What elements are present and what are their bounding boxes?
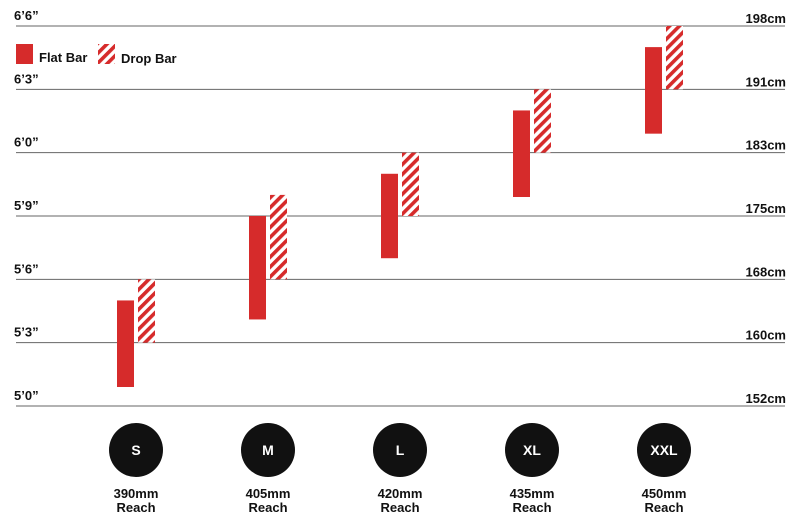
reach-value: 405mm [246, 486, 291, 501]
bar-flat-bar-s [117, 300, 134, 387]
y-tick-label-right: 183cm [746, 138, 786, 153]
legend: Flat Bar Drop Bar [16, 44, 177, 66]
legend-swatch-drop-bar [98, 44, 115, 64]
size-label: M [262, 442, 274, 458]
legend-label-flat-bar: Flat Bar [39, 50, 87, 65]
y-tick-label-left: 5’0” [14, 388, 39, 403]
y-tick-label-left: 5’3” [14, 325, 39, 340]
size-label: XL [523, 442, 541, 458]
reach-label: Reach [644, 500, 683, 515]
bar-flat-bar-l [381, 173, 398, 259]
size-badge-xl [505, 423, 559, 477]
reach-value: 420mm [378, 486, 423, 501]
y-tick-label-right: 198cm [746, 11, 786, 26]
reach-value: 435mm [510, 486, 555, 501]
reach-label: Reach [116, 500, 155, 515]
size-badge-s [109, 423, 163, 477]
legend-label-drop-bar: Drop Bar [121, 51, 177, 66]
reach-label: Reach [248, 500, 287, 515]
bar-drop-bar-xxl [666, 26, 683, 90]
reach-label: Reach [512, 500, 551, 515]
y-tick-label-left: 6’0” [14, 135, 39, 150]
y-tick-label-right: 168cm [746, 264, 786, 279]
y-tick-label-left: 6’3” [14, 71, 39, 86]
y-tick-label-left: 6’6” [14, 8, 39, 23]
bar-flat-bar-xxl [645, 47, 662, 134]
bar-flat-bar-xl [513, 110, 530, 197]
legend-swatch-flat-bar [16, 44, 33, 64]
y-tick-label-left: 5’9” [14, 198, 39, 213]
reach-value: 450mm [642, 486, 687, 501]
y-tick-label-right: 191cm [746, 74, 786, 89]
size-badge-m [241, 423, 295, 477]
reach-label: Reach [380, 500, 419, 515]
bar-drop-bar-m [270, 194, 287, 280]
size-badge-xxl [637, 423, 691, 477]
y-tick-label-left: 5’6” [14, 261, 39, 276]
y-tick-label-right: 175cm [746, 201, 786, 216]
bar-flat-bar-m [249, 216, 266, 320]
size-badge-l [373, 423, 427, 477]
size-label: L [396, 442, 405, 458]
bar-drop-bar-s [138, 279, 155, 343]
size-label: S [131, 442, 140, 458]
size-label: XXL [650, 442, 678, 458]
y-tick-label-right: 160cm [746, 328, 786, 343]
bar-drop-bar-xl [534, 89, 551, 153]
reach-value: 390mm [114, 486, 159, 501]
bar-drop-bar-l [402, 152, 419, 216]
y-tick-label-right: 152cm [746, 391, 786, 406]
